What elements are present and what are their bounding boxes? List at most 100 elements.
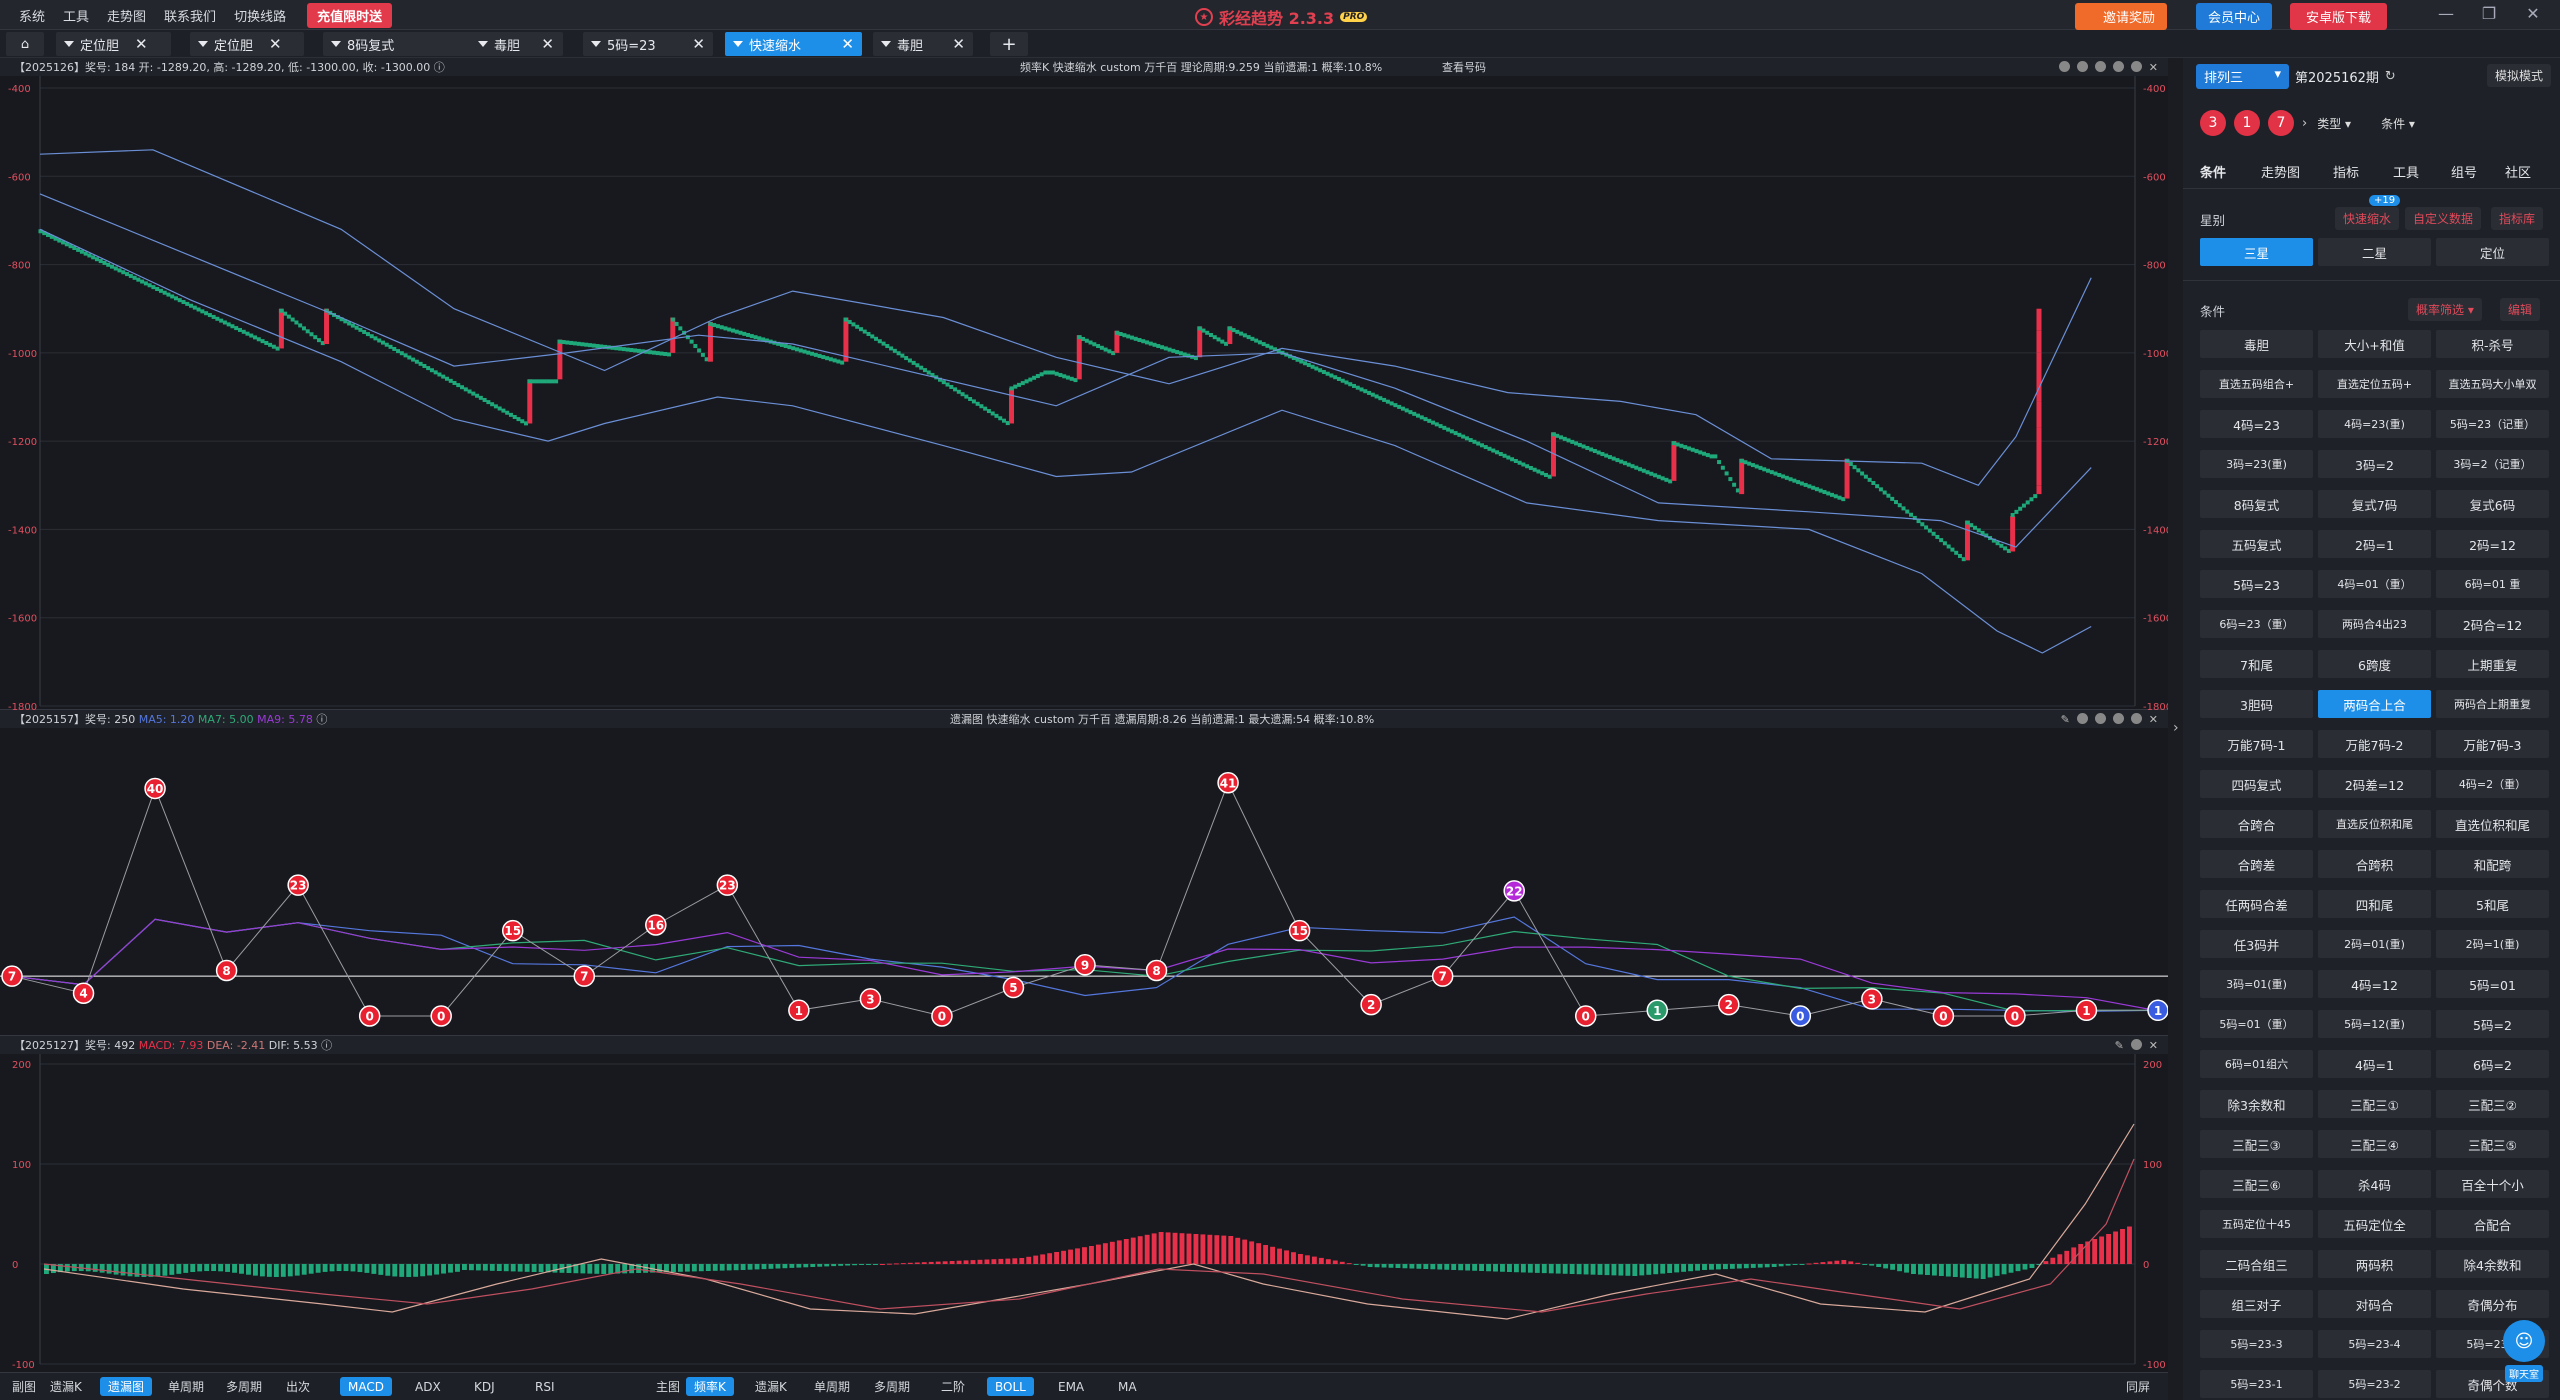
condition-button[interactable]: 三配三③ bbox=[2200, 1130, 2313, 1158]
condition-button[interactable]: 6码=2 bbox=[2436, 1050, 2549, 1078]
refresh-icon[interactable] bbox=[2076, 60, 2088, 72]
condition-button[interactable]: 5和尾 bbox=[2436, 890, 2549, 918]
condition-button[interactable]: 5码=23-1 bbox=[2200, 1370, 2313, 1398]
tab-dudan-1[interactable]: 毒胆 ✕ bbox=[470, 32, 562, 56]
member-center-button[interactable]: 会员中心 bbox=[2196, 3, 2273, 30]
omission-line-chart[interactable]: 7 4 40 8 23 0 0 15 7 16 23 1 3 0 5 9 8 41 15 2 7 22 0 1 2 0 3 0 0 1 1 bbox=[0, 728, 2168, 1036]
condition-button[interactable]: 两码合上合 bbox=[2318, 690, 2431, 718]
btn-kdj[interactable]: KDJ bbox=[474, 1379, 495, 1394]
tab-dingweidan-2[interactable]: 定位胆 ✕ bbox=[190, 32, 304, 56]
down-icon[interactable] bbox=[2112, 712, 2124, 724]
refresh-icon[interactable]: ↻ bbox=[2384, 69, 2396, 84]
menu-contact[interactable]: 联系我们 bbox=[164, 9, 217, 25]
condition-button[interactable]: 复式7码 bbox=[2318, 490, 2431, 518]
condition-button[interactable]: 万能7码-2 bbox=[2318, 730, 2431, 758]
condition-select[interactable]: 条件 ▾ bbox=[2381, 116, 2415, 131]
lottery-select[interactable]: 排列三 ▾ bbox=[2196, 64, 2289, 89]
home-tab[interactable]: ⌂ bbox=[6, 32, 44, 56]
condition-button[interactable]: 2码合=12 bbox=[2436, 610, 2549, 638]
condition-button[interactable]: 4码=01（重） bbox=[2318, 570, 2431, 598]
nav-tools[interactable]: 工具 bbox=[2393, 166, 2420, 181]
tab-close-icon[interactable]: ✕ bbox=[135, 35, 148, 53]
btn-rsi[interactable]: RSI bbox=[535, 1379, 555, 1394]
nav-community[interactable]: 社区 bbox=[2505, 166, 2532, 181]
refresh-icon[interactable] bbox=[2076, 712, 2088, 724]
condition-button[interactable]: 直选定位五码+ bbox=[2318, 370, 2431, 398]
condition-button[interactable]: 万能7码-1 bbox=[2200, 730, 2313, 758]
condition-button[interactable]: 杀4码 bbox=[2318, 1170, 2431, 1198]
condition-button[interactable]: 2码=12 bbox=[2436, 530, 2549, 558]
star-two[interactable]: 二星 bbox=[2318, 238, 2431, 266]
btn-boll[interactable]: BOLL bbox=[987, 1377, 1034, 1396]
condition-button[interactable]: 奇偶分布 bbox=[2436, 1290, 2549, 1318]
btn-single-period-main[interactable]: 单周期 bbox=[814, 1380, 851, 1394]
condition-button[interactable]: 大小+和值 bbox=[2318, 330, 2431, 358]
condition-button[interactable]: 积-杀号 bbox=[2436, 330, 2549, 358]
condition-button[interactable]: 6码=23（重） bbox=[2200, 610, 2313, 638]
pin-icon[interactable]: ✎ bbox=[2060, 712, 2070, 726]
condition-button[interactable]: 四和尾 bbox=[2318, 890, 2431, 918]
condition-button[interactable]: 二码合组三 bbox=[2200, 1250, 2313, 1278]
condition-button[interactable]: 复式6码 bbox=[2436, 490, 2549, 518]
chat-room-label[interactable]: 聊天室 bbox=[2505, 1365, 2543, 1382]
condition-button[interactable]: 四码复式 bbox=[2200, 770, 2313, 798]
gear-icon[interactable] bbox=[2130, 60, 2142, 72]
view-numbers-link[interactable]: 查看号码 bbox=[1442, 61, 1486, 74]
condition-button[interactable]: 2码=1 bbox=[2318, 530, 2431, 558]
minimize-icon[interactable]: — bbox=[2438, 4, 2454, 23]
condition-button[interactable]: 3码=01(重) bbox=[2200, 970, 2313, 998]
tab-dudan-2[interactable]: 毒胆 ✕ bbox=[873, 32, 973, 56]
condition-button[interactable]: 4码=23(重) bbox=[2318, 410, 2431, 438]
close-icon[interactable]: ✕ bbox=[2526, 4, 2540, 23]
condition-button[interactable]: 5码=23 bbox=[2200, 570, 2313, 598]
condition-button[interactable]: 直选反位积和尾 bbox=[2318, 810, 2431, 838]
btn-macd[interactable]: MACD bbox=[340, 1377, 392, 1396]
nav-trend[interactable]: 走势图 bbox=[2261, 166, 2301, 181]
condition-button[interactable]: 8码复式 bbox=[2200, 490, 2313, 518]
nav-conditions[interactable]: 条件 bbox=[2200, 166, 2227, 181]
btn-same-screen[interactable]: 同屏 bbox=[2126, 1380, 2151, 1394]
condition-button[interactable]: 三配三② bbox=[2436, 1090, 2549, 1118]
star-three[interactable]: 三星 bbox=[2200, 238, 2313, 266]
nav-group-number[interactable]: 组号 bbox=[2451, 166, 2478, 181]
simulation-mode-button[interactable]: 模拟模式 bbox=[2487, 64, 2552, 87]
condition-button[interactable]: 6跨度 bbox=[2318, 650, 2431, 678]
btn-frequency-k[interactable]: 频率K bbox=[686, 1377, 734, 1396]
indicator-library-button[interactable]: 指标库 bbox=[2491, 207, 2544, 230]
condition-button[interactable]: 合配合 bbox=[2436, 1210, 2549, 1238]
condition-button[interactable]: 除4余数和 bbox=[2436, 1250, 2549, 1278]
condition-button[interactable]: 直选五码组合+ bbox=[2200, 370, 2313, 398]
chat-icon[interactable]: ☺ bbox=[2503, 1320, 2545, 1362]
condition-button[interactable]: 4码=23 bbox=[2200, 410, 2313, 438]
condition-button[interactable]: 7和尾 bbox=[2200, 650, 2313, 678]
maximize-icon[interactable]: ❐ bbox=[2481, 4, 2497, 23]
type-select[interactable]: 类型 ▾ bbox=[2317, 116, 2352, 131]
condition-button[interactable]: 3码=2 bbox=[2318, 450, 2431, 478]
condition-button[interactable]: 三配三④ bbox=[2318, 1130, 2431, 1158]
condition-button[interactable]: 和配跨 bbox=[2436, 850, 2549, 878]
condition-button[interactable]: 上期重复 bbox=[2436, 650, 2549, 678]
condition-button[interactable]: 5码=23-3 bbox=[2200, 1330, 2313, 1358]
btn-single-period[interactable]: 单周期 bbox=[168, 1380, 205, 1394]
condition-button[interactable]: 五码定位全 bbox=[2318, 1210, 2431, 1238]
invite-reward-button[interactable]: 邀请奖励 bbox=[2075, 3, 2168, 30]
recharge-button[interactable]: 充值限时送 bbox=[307, 2, 393, 28]
condition-button[interactable]: 三配三⑤ bbox=[2436, 1130, 2549, 1158]
condition-button[interactable]: 合跨差 bbox=[2200, 850, 2313, 878]
settings-icon[interactable] bbox=[2058, 60, 2070, 72]
menu-trend[interactable]: 走势图 bbox=[107, 9, 147, 25]
condition-button[interactable]: 毒胆 bbox=[2200, 330, 2313, 358]
condition-button[interactable]: 4码=1 bbox=[2318, 1050, 2431, 1078]
condition-button[interactable]: 直选位积和尾 bbox=[2436, 810, 2549, 838]
custom-data-button[interactable]: 自定义数据 bbox=[2405, 207, 2482, 230]
tab-close-icon[interactable]: ✕ bbox=[692, 35, 705, 53]
close-icon[interactable]: ✕ bbox=[2148, 1038, 2158, 1052]
btn-multi-period[interactable]: 多周期 bbox=[226, 1380, 263, 1394]
menu-switch-line[interactable]: 切换线路 bbox=[234, 9, 287, 25]
pin-icon[interactable]: ✎ bbox=[2114, 1038, 2124, 1052]
condition-button[interactable]: 两码合上期重复 bbox=[2436, 690, 2549, 718]
up-icon[interactable] bbox=[2094, 60, 2106, 72]
gear-icon[interactable] bbox=[2130, 1038, 2142, 1050]
tab-close-icon[interactable]: ✕ bbox=[269, 35, 282, 53]
condition-button[interactable]: 3胆码 bbox=[2200, 690, 2313, 718]
